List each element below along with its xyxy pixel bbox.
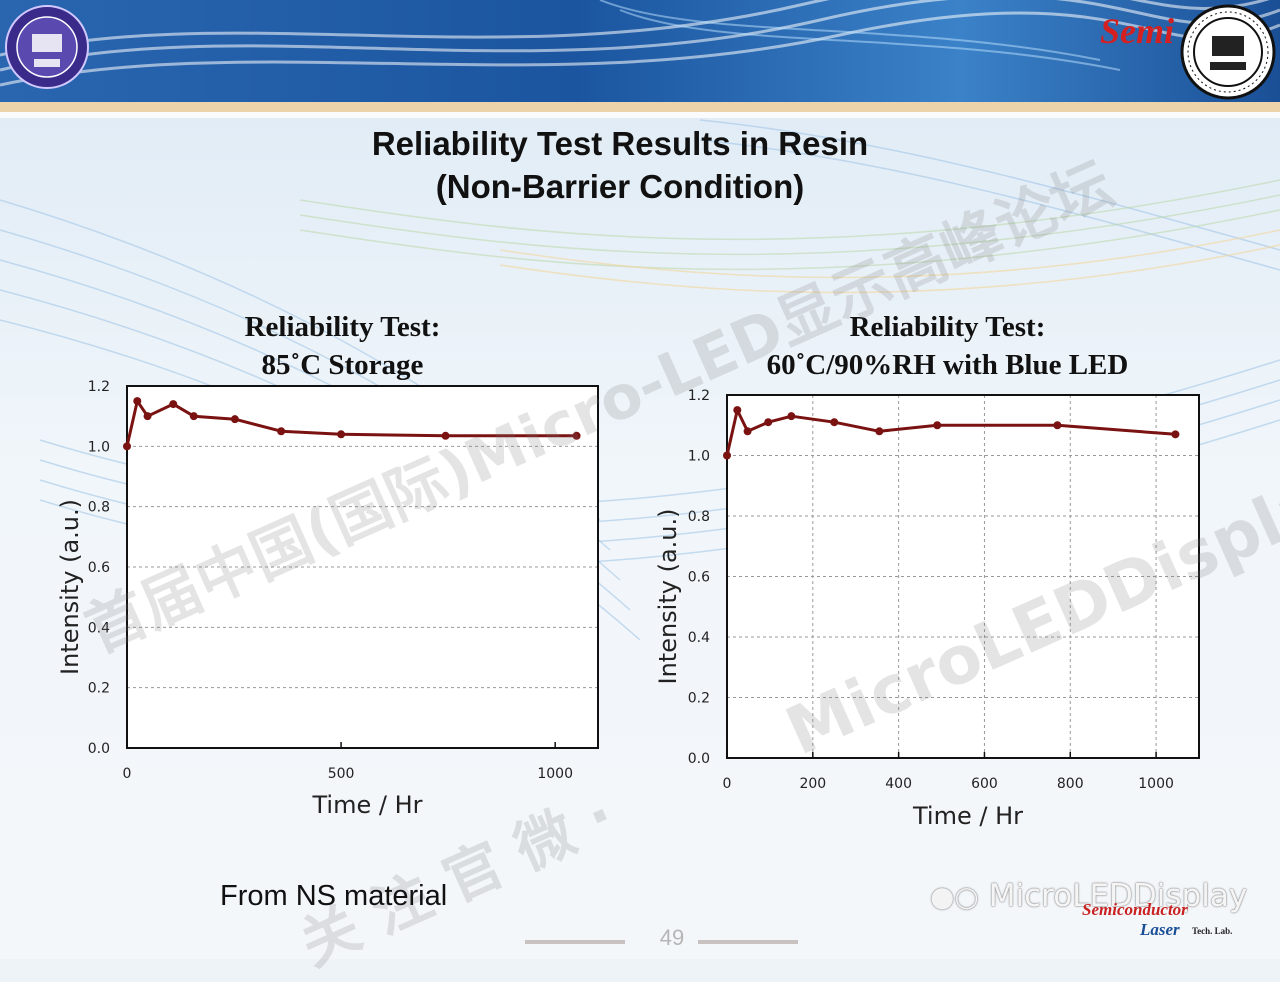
chart2-data-point: [743, 427, 752, 436]
university-seal-logo-right: [1180, 4, 1276, 100]
slide-title: Reliability Test Results in Resin (Non-B…: [0, 122, 1240, 208]
chart1-data-point: [337, 430, 346, 439]
chart1-series-line: [125, 399, 577, 447]
chart2-ytick-label: 0.6: [688, 570, 710, 586]
wechat-icon: ●○: [930, 880, 979, 913]
chart1-data-point: [277, 427, 286, 436]
chart1-xtick-label: 1000: [537, 766, 573, 782]
chart1-ytick-label: 0.0: [88, 741, 110, 757]
chart1-frame: [126, 385, 599, 749]
slide-title-line1: Reliability Test Results in Resin: [371, 125, 869, 162]
chart1-xtick-label: 0: [123, 766, 132, 782]
chart1-ytick-label: 0.8: [88, 500, 110, 516]
chart1-ytick-label: 1.0: [88, 439, 110, 455]
chart2-xtick-label: 1000: [1138, 776, 1174, 792]
chart2-data-point: [1171, 430, 1180, 439]
chart2-xtick-label: 600: [971, 776, 998, 792]
chart2-ylabel: Intensity (a.u.): [654, 509, 682, 685]
page-number: 49: [659, 925, 685, 950]
footer-brand-watermark: ●○ MicroLEDDisplay: [930, 878, 1247, 914]
chart2-title-line2: 60˚C/90%RH with Blue LED: [766, 349, 1129, 381]
chart1-data-point: [441, 431, 450, 440]
chart2-data-point: [723, 451, 731, 460]
footer-brand-text: MicroLEDDisplay: [988, 878, 1248, 914]
chart1-data-point: [123, 442, 131, 451]
chart2-xlabel: Time / Hr: [912, 802, 1023, 830]
chart2-data-point: [733, 406, 742, 415]
university-seal-logo-left: [4, 4, 90, 90]
chart1-data-point: [169, 400, 178, 409]
chart1-ytick-label: 0.4: [88, 620, 110, 636]
chart2-xtick-label: 200: [799, 776, 826, 792]
chart2-series-line: [725, 408, 1176, 456]
chart1-xlabel: Time / Hr: [312, 791, 423, 819]
chart2-title: Reliability Test: 60˚C/90%RH with Blue L…: [720, 308, 1175, 384]
chart1-title-line2: 85˚C Storage: [261, 349, 424, 381]
semi-logo: Semi: [1100, 11, 1175, 51]
chart1-data-point: [230, 415, 239, 424]
chart2-xtick-label: 800: [1057, 776, 1084, 792]
chart2-data-point: [1053, 421, 1062, 430]
chart1-ytick-label: 0.2: [88, 681, 110, 697]
chart1-ytick-label: 0.6: [88, 560, 110, 576]
chart1-data-point: [133, 397, 142, 406]
chart2-ytick-label: 0.2: [688, 691, 710, 707]
chart2-ytick-label: 0.0: [688, 751, 710, 767]
chart1-data-point: [572, 431, 581, 440]
chart1-title-line1: Reliability Test:: [244, 311, 441, 343]
chart2-frame: [726, 394, 1200, 759]
chart2-data-point: [830, 418, 839, 427]
chart2-ytick-label: 1.0: [688, 449, 710, 465]
chart2-data-point: [787, 412, 796, 421]
chart2-ytick-label: 1.2: [688, 388, 710, 404]
chart1-data-point: [143, 412, 152, 421]
chart2-data-point: [875, 427, 884, 436]
page-rule-right: [698, 940, 798, 944]
chart2-xtick-label: 400: [885, 776, 912, 792]
page-rule-left: [525, 940, 625, 944]
semiconductor-laser-logo: Semiconductor Laser Tech. Lab.: [1082, 900, 1233, 939]
chart2-60c-90rh: 0.0 0.2 0.4 0.6 0.8 1.0 1.2 0 200 400 600 800 1000 Ti…: [654, 388, 1200, 830]
chart1-85c-storage: 0.0 0.2 0.4 0.6 0.8 1.0 1.2 0 500 1000 Time / Hr In…: [56, 379, 599, 819]
slide-title-line2: (Non-Barrier Condition): [435, 168, 805, 205]
chart2-data-point: [933, 421, 942, 430]
chart2-ytick-label: 0.4: [688, 630, 710, 646]
footnote-source: From NS material: [220, 880, 448, 912]
chart1-xtick-label: 500: [328, 766, 355, 782]
chart2-ytick-label: 0.8: [688, 509, 710, 525]
chart2-title-line1: Reliability Test:: [849, 311, 1046, 343]
chart2-data-point: [764, 418, 773, 427]
chart1-ytick-label: 1.2: [88, 379, 110, 395]
chart1-ylabel: Intensity (a.u.): [56, 499, 84, 675]
chart2-xtick-label: 0: [723, 776, 732, 792]
chart1-title: Reliability Test: 85˚C Storage: [180, 308, 505, 384]
chart1-data-point: [189, 412, 198, 421]
